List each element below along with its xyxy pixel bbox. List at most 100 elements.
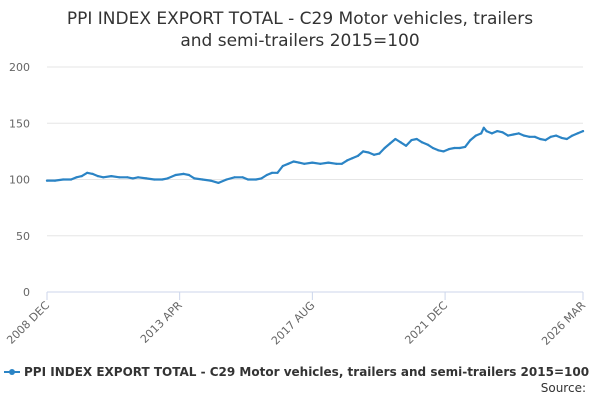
data-point[interactable] bbox=[512, 133, 515, 136]
data-point[interactable] bbox=[62, 178, 65, 181]
data-point[interactable] bbox=[469, 139, 472, 142]
data-point[interactable] bbox=[362, 150, 365, 153]
data-point[interactable] bbox=[311, 161, 314, 164]
data-point[interactable] bbox=[356, 154, 359, 157]
y-tick-label: 150 bbox=[9, 117, 30, 130]
data-point[interactable] bbox=[517, 132, 520, 135]
data-point[interactable] bbox=[522, 134, 526, 137]
data-point[interactable] bbox=[482, 126, 485, 129]
data-point[interactable] bbox=[431, 146, 434, 150]
data-point[interactable] bbox=[193, 177, 196, 180]
data-point[interactable] bbox=[555, 134, 558, 137]
data-point[interactable] bbox=[485, 130, 488, 133]
data-point[interactable] bbox=[474, 134, 477, 137]
data-point[interactable] bbox=[166, 177, 169, 180]
data-point[interactable] bbox=[549, 135, 552, 138]
data-point[interactable] bbox=[388, 142, 392, 145]
data-point[interactable] bbox=[346, 159, 349, 162]
series-line[interactable] bbox=[45, 126, 585, 184]
data-point[interactable] bbox=[161, 178, 164, 181]
data-point[interactable] bbox=[378, 152, 381, 155]
data-point[interactable] bbox=[70, 178, 73, 181]
data-point[interactable] bbox=[506, 134, 510, 137]
data-point[interactable] bbox=[539, 137, 542, 141]
data-point[interactable] bbox=[118, 176, 121, 179]
data-point[interactable] bbox=[201, 178, 204, 181]
data-point[interactable] bbox=[246, 178, 250, 181]
data-point[interactable] bbox=[421, 141, 424, 144]
data-point[interactable] bbox=[335, 162, 338, 165]
data-point[interactable] bbox=[241, 176, 244, 179]
data-point[interactable] bbox=[442, 150, 445, 153]
data-point[interactable] bbox=[137, 176, 140, 179]
data-point[interactable] bbox=[45, 179, 49, 182]
data-point[interactable] bbox=[458, 146, 461, 150]
data-point[interactable] bbox=[281, 164, 284, 168]
data-point[interactable] bbox=[367, 151, 370, 154]
data-point[interactable] bbox=[399, 141, 402, 144]
data-point[interactable] bbox=[217, 181, 220, 184]
data-point[interactable] bbox=[480, 132, 483, 135]
data-point[interactable] bbox=[233, 176, 236, 179]
data-point[interactable] bbox=[145, 177, 148, 180]
data-point[interactable] bbox=[453, 146, 456, 150]
data-point[interactable] bbox=[276, 171, 279, 174]
data-point[interactable] bbox=[303, 162, 306, 165]
data-point[interactable] bbox=[260, 177, 263, 180]
data-point[interactable] bbox=[415, 137, 418, 141]
data-point[interactable] bbox=[265, 173, 268, 177]
y-tick-label: 100 bbox=[9, 174, 30, 187]
x-tick-label: 2008 DEC bbox=[4, 299, 52, 347]
data-point[interactable] bbox=[410, 139, 413, 142]
data-point[interactable] bbox=[126, 176, 129, 179]
data-point[interactable] bbox=[327, 161, 330, 164]
chart-title-line-2: and semi-trailers 2015=100 bbox=[180, 31, 420, 51]
data-point[interactable] bbox=[464, 145, 467, 148]
data-point[interactable] bbox=[581, 130, 585, 133]
data-point[interactable] bbox=[383, 146, 386, 150]
data-point[interactable] bbox=[544, 139, 547, 142]
data-point[interactable] bbox=[102, 176, 105, 179]
data-point[interactable] bbox=[319, 162, 322, 165]
data-point[interactable] bbox=[394, 137, 397, 141]
data-point[interactable] bbox=[182, 172, 185, 175]
data-point[interactable] bbox=[187, 173, 191, 177]
data-point[interactable] bbox=[405, 144, 408, 147]
data-point[interactable] bbox=[437, 149, 440, 152]
data-point[interactable] bbox=[565, 137, 569, 141]
data-point[interactable] bbox=[86, 171, 89, 174]
data-point[interactable] bbox=[131, 177, 134, 180]
data-point[interactable] bbox=[292, 160, 295, 163]
data-point[interactable] bbox=[53, 179, 57, 182]
data-point[interactable] bbox=[447, 148, 451, 151]
data-point[interactable] bbox=[426, 143, 429, 146]
data-point[interactable] bbox=[501, 131, 504, 134]
data-point[interactable] bbox=[254, 178, 258, 181]
legend[interactable]: PPI INDEX EXPORT TOTAL - C29 Motor vehic… bbox=[4, 363, 589, 381]
data-point[interactable] bbox=[571, 134, 574, 137]
data-point[interactable] bbox=[351, 157, 354, 160]
y-axis-ticks: 0 50 100 150 200 bbox=[9, 61, 30, 299]
y-tick-label: 0 bbox=[23, 286, 30, 299]
data-point[interactable] bbox=[490, 132, 493, 135]
data-point[interactable] bbox=[209, 179, 212, 182]
data-point[interactable] bbox=[96, 175, 99, 178]
data-point[interactable] bbox=[496, 130, 499, 133]
data-point[interactable] bbox=[110, 175, 113, 178]
data-point[interactable] bbox=[297, 161, 300, 164]
data-point[interactable] bbox=[153, 178, 156, 181]
data-point[interactable] bbox=[287, 162, 290, 165]
data-point[interactable] bbox=[91, 172, 94, 175]
data-point[interactable] bbox=[75, 176, 78, 179]
data-point[interactable] bbox=[271, 171, 274, 174]
data-point[interactable] bbox=[533, 135, 536, 138]
data-point[interactable] bbox=[80, 175, 83, 178]
data-point[interactable] bbox=[340, 162, 343, 165]
data-point[interactable] bbox=[560, 136, 563, 139]
data-point[interactable] bbox=[225, 178, 228, 181]
data-point[interactable] bbox=[372, 153, 376, 156]
data-point[interactable] bbox=[174, 173, 177, 177]
data-point[interactable] bbox=[576, 132, 579, 135]
data-point[interactable] bbox=[528, 135, 531, 138]
